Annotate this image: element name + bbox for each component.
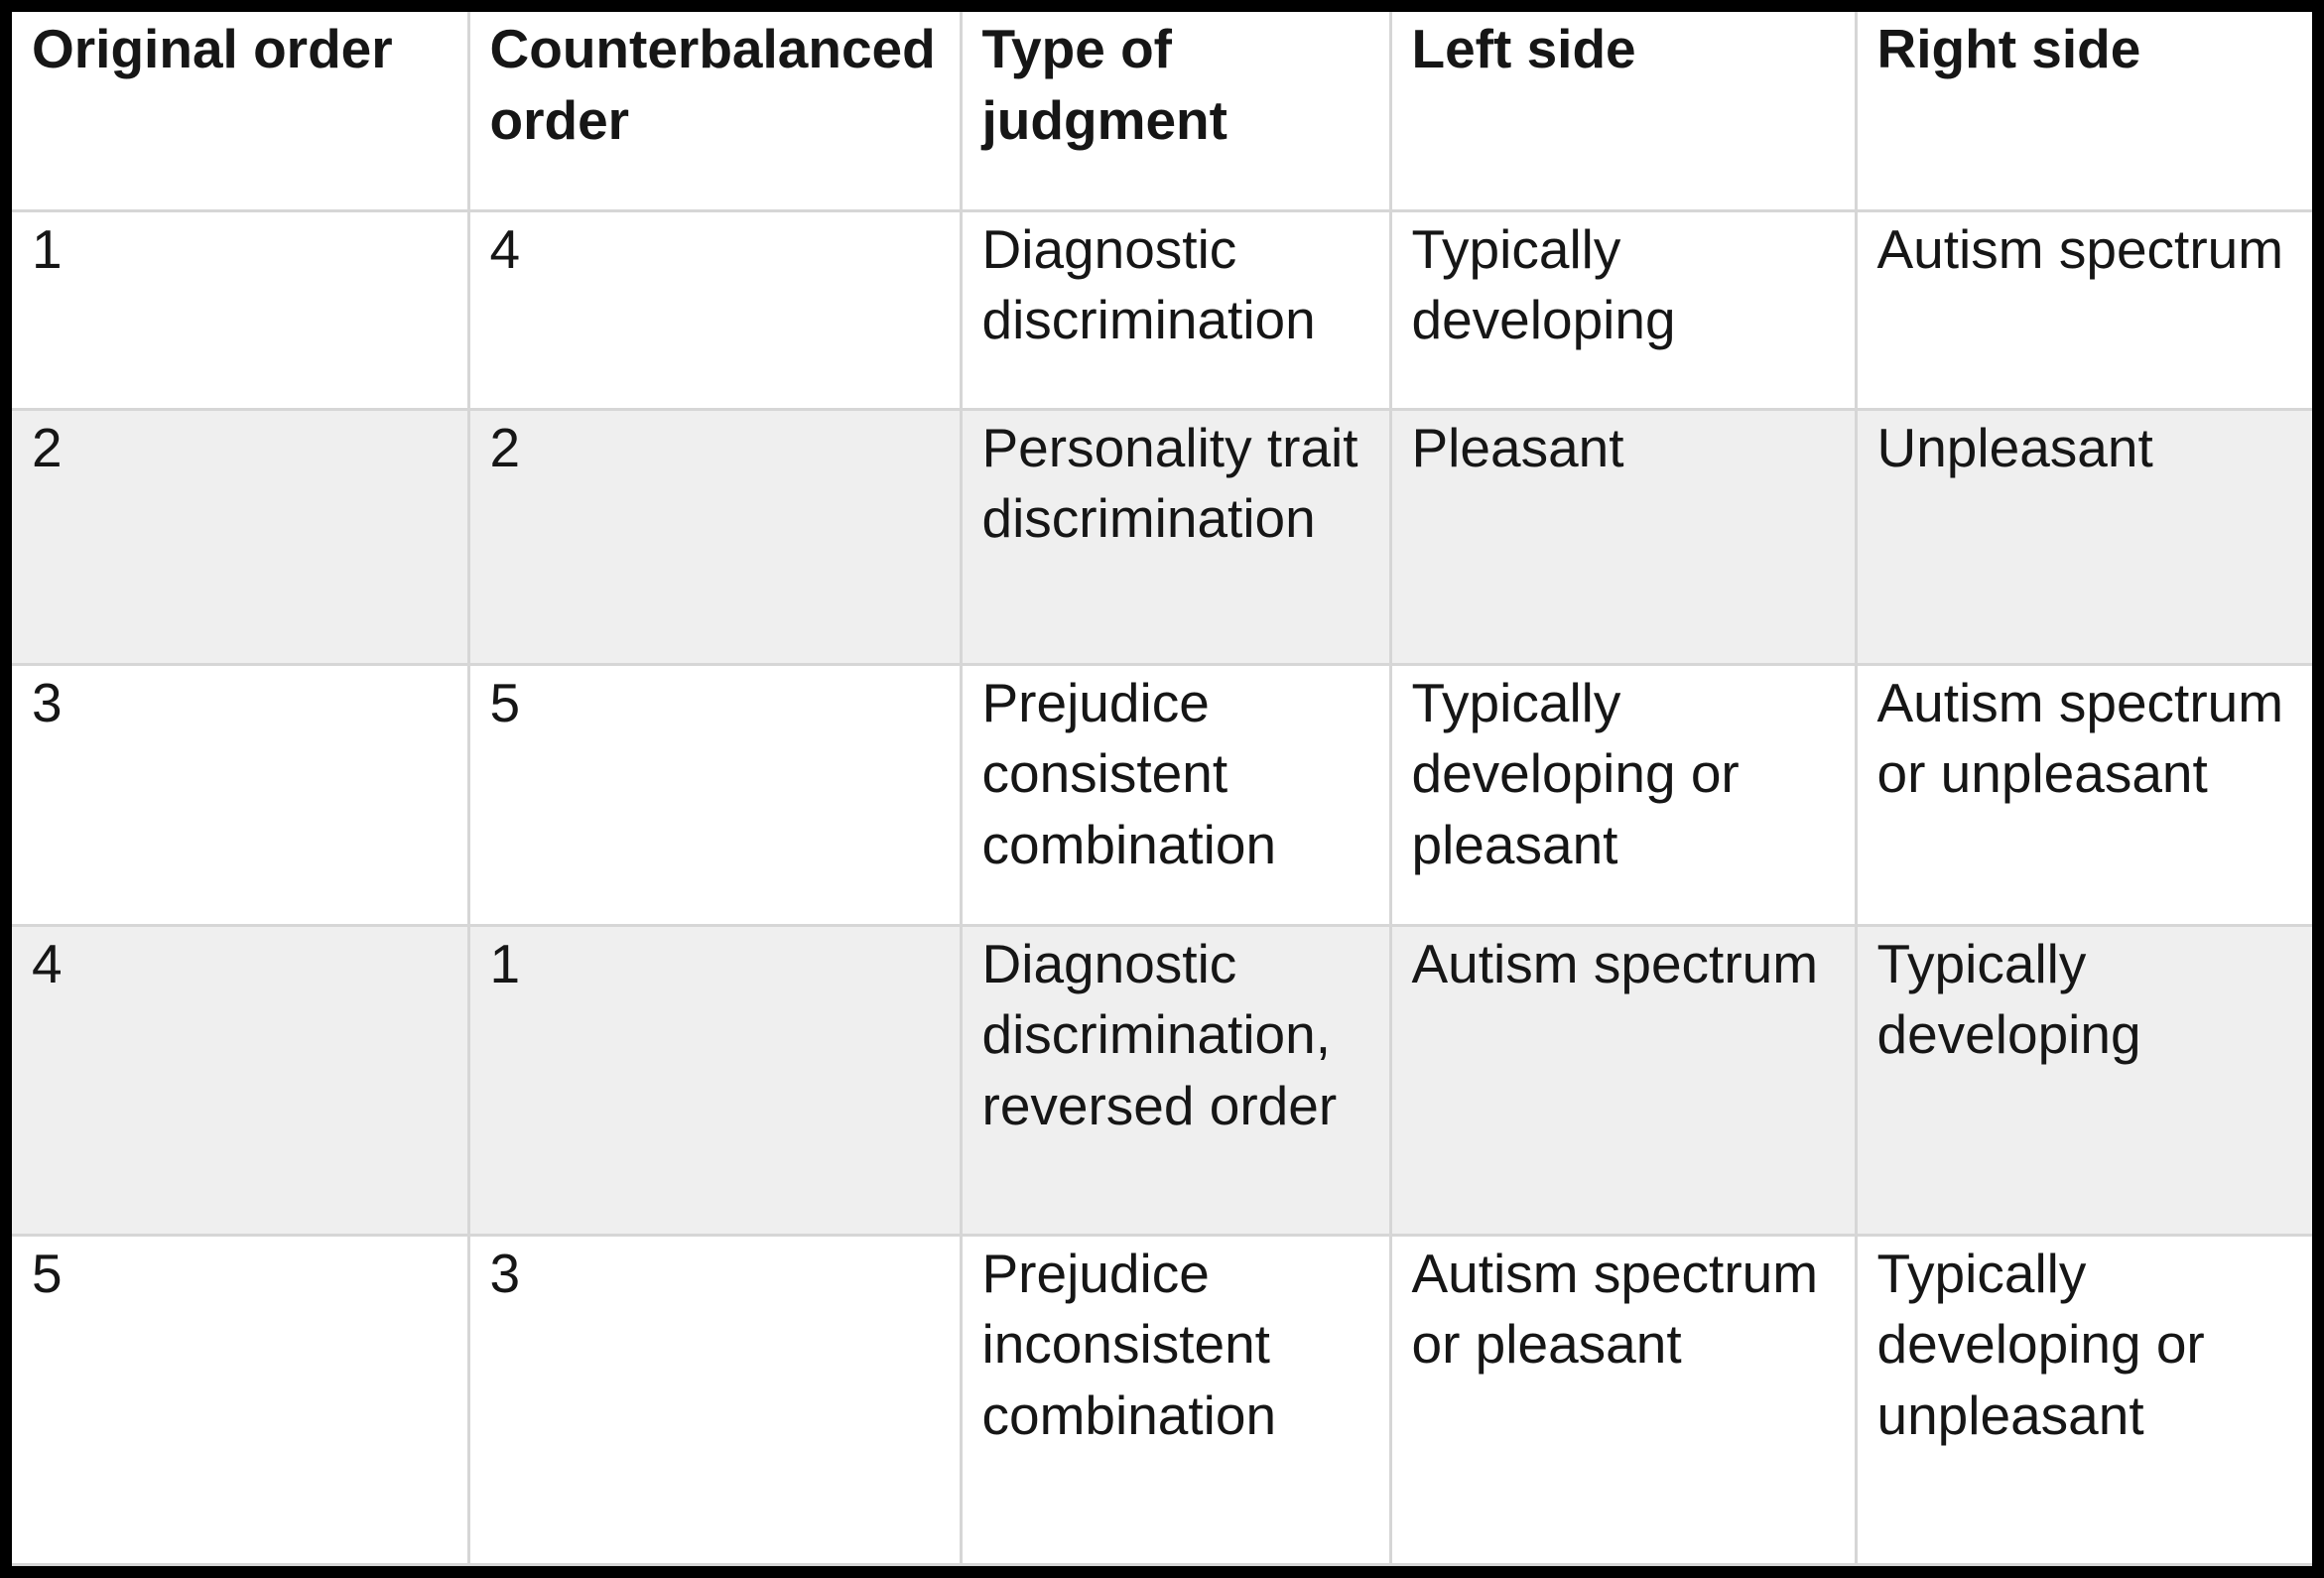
cell-left-side: Autism spectrum or pleasant (1388, 1233, 1858, 1566)
cell-counterbalanced-order: 2 (466, 407, 963, 666)
cell-original-order: 3 (12, 662, 470, 927)
cell-original-order: 4 (12, 923, 470, 1237)
cell-counterbalanced-order: 3 (466, 1233, 963, 1566)
header-right-side: Right side (1854, 12, 2312, 212)
table-row: 1 4 Diagnostic discrimination Typically … (12, 208, 2312, 411)
table-row: 5 3 Prejudice inconsistent combination A… (12, 1233, 2312, 1566)
header-row: Original order Counterbalanced order Typ… (12, 12, 2312, 212)
table-row: 2 2 Personality trait discrimination Ple… (12, 407, 2312, 666)
cell-type-of-judgment: Diagnostic discrimination (959, 208, 1392, 411)
table-row: 3 5 Prejudice consistent combination Typ… (12, 662, 2312, 927)
header-original-order: Original order (12, 12, 470, 212)
cell-counterbalanced-order: 4 (466, 208, 963, 411)
cell-original-order: 1 (12, 208, 470, 411)
cell-original-order: 5 (12, 1233, 470, 1566)
cell-left-side: Pleasant (1388, 407, 1858, 666)
header-left-side: Left side (1388, 12, 1858, 212)
table-row: 4 1 Diagnostic discrimination, reversed … (12, 923, 2312, 1237)
cell-original-order: 2 (12, 407, 470, 666)
cell-type-of-judgment: Diagnostic discrimination, reversed orde… (959, 923, 1392, 1237)
cell-left-side: Typically developing (1388, 208, 1858, 411)
cell-type-of-judgment: Prejudice inconsistent combination (959, 1233, 1392, 1566)
header-counterbalanced-order: Counterbalanced order (466, 12, 963, 212)
cell-left-side: Typically developing or pleasant (1388, 662, 1858, 927)
cell-right-side: Unpleasant (1854, 407, 2312, 666)
cell-type-of-judgment: Personality trait discrimination (959, 407, 1392, 666)
header-type-of-judgment: Type of judgment (959, 12, 1392, 212)
cell-left-side: Autism spectrum (1388, 923, 1858, 1237)
cell-right-side: Typically developing (1854, 923, 2312, 1237)
cell-type-of-judgment: Prejudice consistent combination (959, 662, 1392, 927)
cell-counterbalanced-order: 1 (466, 923, 963, 1237)
cell-right-side: Autism spectrum or unpleasant (1854, 662, 2312, 927)
cell-counterbalanced-order: 5 (466, 662, 963, 927)
cell-right-side: Autism spectrum (1854, 208, 2312, 411)
cell-right-side: Typically developing or unpleasant (1854, 1233, 2312, 1566)
counterbalancing-table: Original order Counterbalanced order Typ… (12, 12, 2312, 1566)
